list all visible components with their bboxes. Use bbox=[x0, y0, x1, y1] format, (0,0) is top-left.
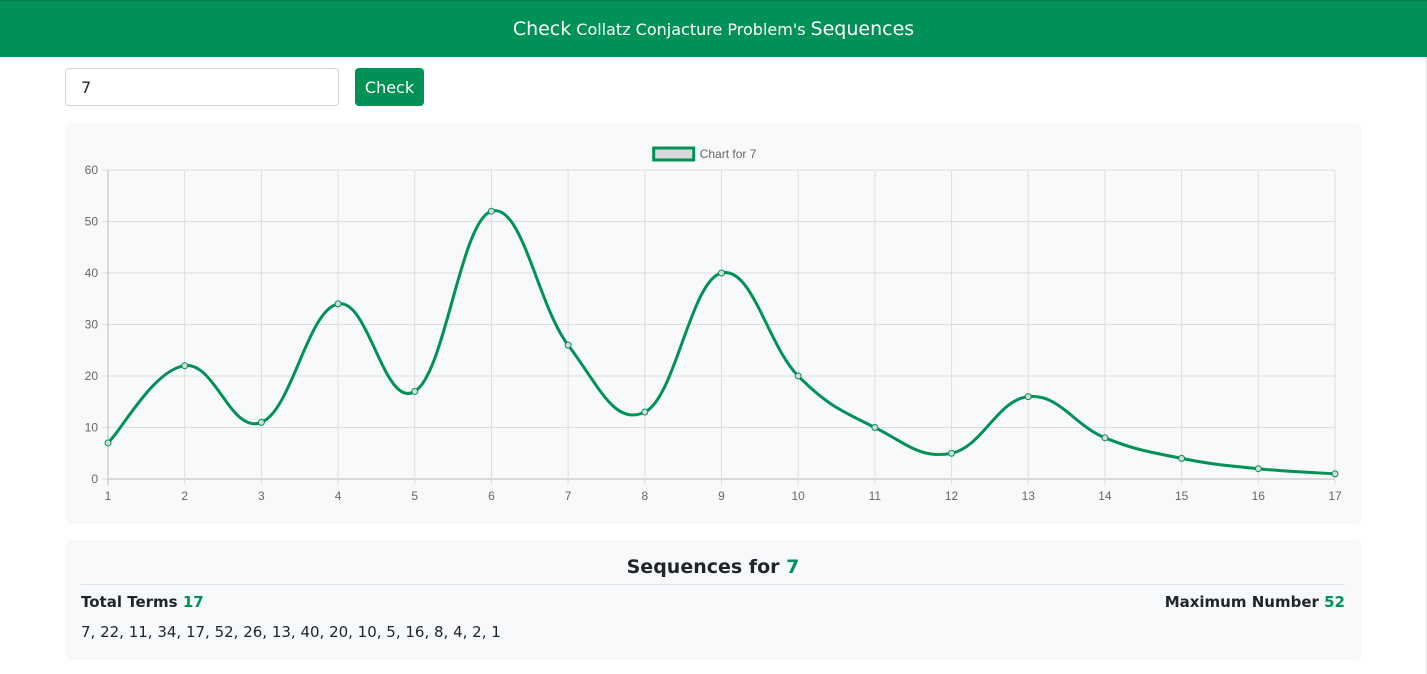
y-tick-label-30: 30 bbox=[85, 318, 99, 332]
data-point-12 bbox=[948, 449, 956, 457]
data-point-9 bbox=[718, 269, 725, 277]
total-terms: Total Terms 17 bbox=[81, 593, 204, 611]
x-tick-label-11: 11 bbox=[869, 489, 882, 503]
x-tick-label-13: 13 bbox=[1022, 489, 1036, 503]
y-tick-label-40: 40 bbox=[85, 266, 99, 280]
chart-grid bbox=[102, 169, 1336, 485]
total-terms-label: Total Terms bbox=[81, 593, 178, 611]
check-button[interactable]: Check bbox=[355, 68, 424, 106]
navbar-title-sequences: Sequences bbox=[810, 18, 915, 40]
x-tick-label-17: 17 bbox=[1328, 489, 1342, 503]
legend-swatch bbox=[652, 146, 696, 162]
x-tick-label-1: 1 bbox=[105, 489, 112, 503]
maximum-number-value: 52 bbox=[1324, 593, 1345, 611]
x-tick-label-16: 16 bbox=[1252, 489, 1266, 503]
chart-panel: 0 10 20 30 40 50 60 1 2 3 4 5 6 7 8 9 10 11 12 13 14 15 16 17 C… bbox=[65, 123, 1361, 524]
data-point-6 bbox=[487, 207, 495, 215]
data-point-1 bbox=[104, 439, 112, 447]
x-tick-label-7: 7 bbox=[565, 489, 572, 503]
x-tick-label-15: 15 bbox=[1175, 489, 1189, 503]
navbar-title-check: Check bbox=[512, 18, 572, 40]
data-point-5 bbox=[411, 387, 419, 395]
x-tick-label-3: 3 bbox=[258, 489, 265, 503]
navbar: Check Collatz Conjacture Problem's Seque… bbox=[0, 0, 1427, 57]
x-tick-label-8: 8 bbox=[641, 489, 648, 503]
data-point-2 bbox=[181, 362, 189, 370]
y-tick-label-50: 50 bbox=[85, 215, 99, 229]
data-point-14 bbox=[1101, 434, 1109, 442]
data-point-8 bbox=[641, 408, 649, 416]
number-input[interactable] bbox=[65, 68, 339, 106]
data-point-3 bbox=[257, 418, 265, 426]
result-title-value: 7 bbox=[786, 556, 800, 578]
x-tick-label-12: 12 bbox=[945, 489, 959, 503]
x-tick-label-10: 10 bbox=[792, 489, 806, 503]
data-point-17 bbox=[1331, 470, 1339, 478]
data-point-4 bbox=[334, 300, 342, 308]
data-point-15 bbox=[1178, 454, 1186, 462]
maximum-number: Maximum Number 52 bbox=[1165, 593, 1345, 611]
x-tick-label-6: 6 bbox=[488, 489, 495, 503]
x-tick-label-5: 5 bbox=[411, 489, 418, 503]
result-panel: Sequences for 7 Total Terms 17 Maximum N… bbox=[65, 540, 1361, 660]
y-tick-label-10: 10 bbox=[85, 421, 99, 435]
result-title-prefix: Sequences for bbox=[626, 556, 780, 578]
data-point-16 bbox=[1254, 465, 1262, 473]
maximum-number-label: Maximum Number bbox=[1164, 593, 1319, 611]
chart-legend[interactable]: Chart for 7 bbox=[652, 146, 757, 162]
data-point-7 bbox=[564, 341, 572, 349]
x-tick-label-2: 2 bbox=[181, 489, 188, 503]
series-line-0 bbox=[106, 209, 1336, 476]
x-tick-label-9: 9 bbox=[718, 489, 725, 503]
legend-label: Chart for 7 bbox=[700, 147, 757, 161]
navbar-title-problem: Collatz Conjacture Problem's bbox=[576, 19, 806, 39]
data-point-11 bbox=[871, 424, 879, 431]
chart-series bbox=[104, 207, 1339, 478]
data-point-10 bbox=[794, 372, 802, 380]
y-tick-label-0: 0 bbox=[91, 472, 98, 486]
total-terms-value: 17 bbox=[182, 593, 204, 611]
y-tick-label-20: 20 bbox=[85, 369, 99, 383]
result-title: Sequences for 7 bbox=[81, 556, 1345, 585]
x-tick-label-4: 4 bbox=[335, 489, 342, 503]
x-tick-label-14: 14 bbox=[1098, 489, 1112, 503]
data-point-13 bbox=[1024, 393, 1032, 401]
y-tick-label-60: 60 bbox=[85, 163, 99, 177]
sequence-list: 7, 22, 11, 34, 17, 52, 26, 13, 40, 20, 1… bbox=[81, 623, 501, 641]
